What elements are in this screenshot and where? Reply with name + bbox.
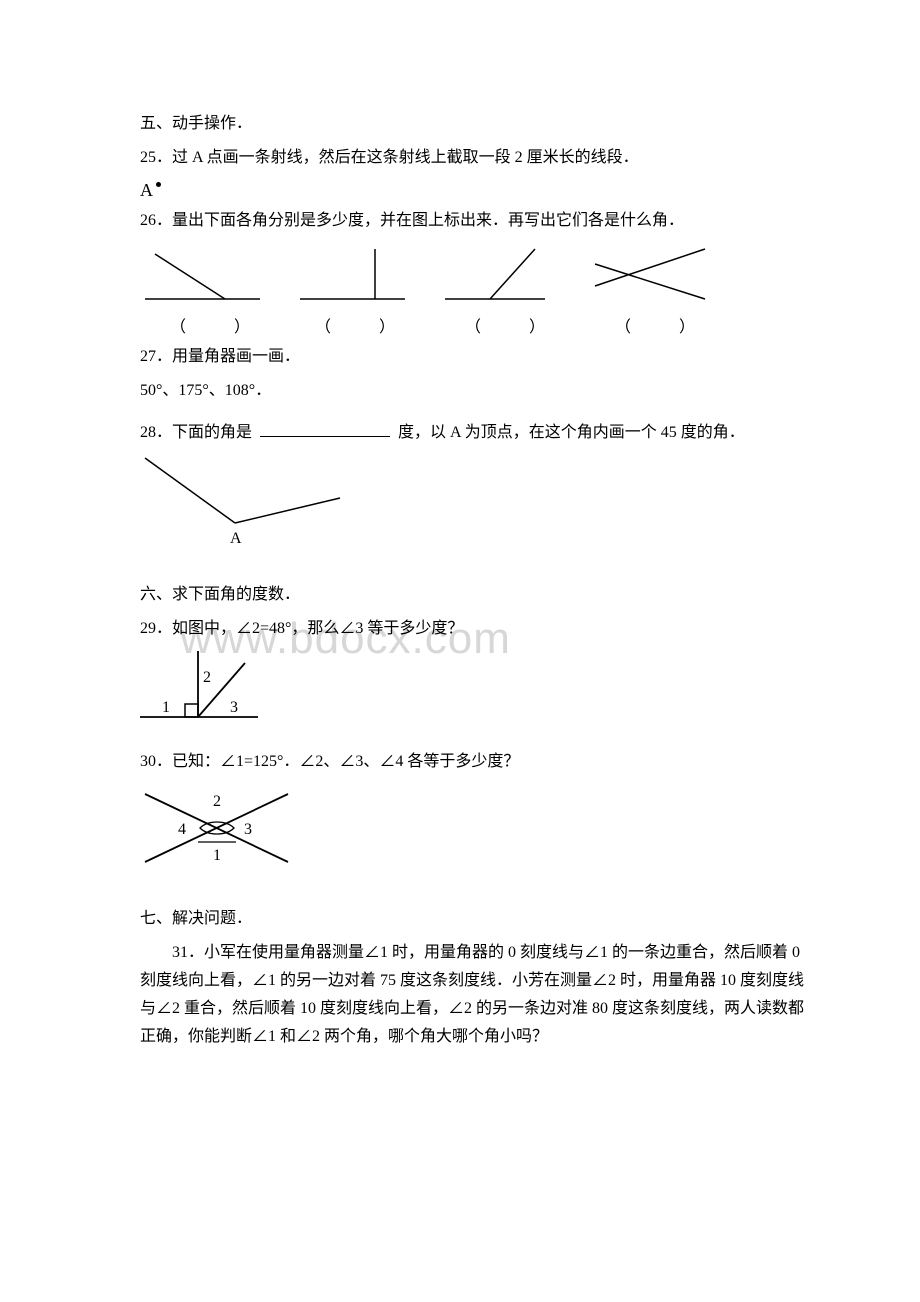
q30-figure: 2 3 1 4	[140, 782, 810, 877]
q28-figure: A	[140, 453, 810, 553]
q30-label-2: 2	[213, 793, 221, 810]
q29-label-2: 2	[203, 669, 211, 686]
q29-figure: 1 2 3	[140, 649, 810, 734]
q29-figure-svg: 1 2 3	[140, 649, 265, 729]
q28-text: 28．下面的角是 度，以 A 为顶点，在这个角内画一个 45 度的角．	[140, 419, 810, 447]
paren-3: （ ）	[430, 313, 580, 337]
point-a: A	[140, 180, 161, 201]
section6-heading: 六、求下面角的度数．	[140, 581, 810, 609]
q30-label-1: 1	[213, 847, 221, 864]
point-a-dot	[156, 182, 161, 187]
q29-label-3: 3	[230, 699, 238, 716]
q30-text: 30．已知：∠1=125°．∠2、∠3、∠4 各等于多少度？	[140, 748, 810, 776]
section7-heading: 七、解决问题．	[140, 905, 810, 933]
q28-figure-svg: A	[140, 453, 350, 548]
q27-text: 27．用量角器画一画．	[140, 343, 810, 371]
q29-text: 29．如图中，∠2=48°，那么∠3 等于多少度？	[140, 615, 810, 643]
q27-values: 50°、175°、108°．	[140, 377, 810, 405]
q28-part-b: 度，以 A 为顶点，在这个角内画一个 45 度的角．	[398, 424, 745, 441]
q29-label-1: 1	[162, 699, 170, 716]
q25-text: 25．过 A 点画一条射线，然后在这条射线上截取一段 2 厘米长的线段．	[140, 144, 810, 172]
q26-text: 26．量出下面各角分别是多少度，并在图上标出来．再写出它们各是什么角．	[140, 207, 810, 235]
q26-angles-svg	[140, 241, 740, 303]
q30-label-4: 4	[178, 821, 186, 838]
paren-1: （ ）	[140, 313, 280, 337]
page-content: 五、动手操作． 25．过 A 点画一条射线，然后在这条射线上截取一段 2 厘米长…	[140, 110, 810, 1051]
q30-label-3: 3	[244, 821, 252, 838]
q26-paren-row: （ ） （ ） （ ） （ ）	[140, 313, 810, 337]
q26-figures: （ ） （ ） （ ） （ ）	[140, 241, 810, 337]
paren-2: （ ）	[280, 313, 430, 337]
point-a-label: A	[140, 180, 153, 201]
q28-vertex-label: A	[230, 530, 242, 547]
q31-text: 31．小军在使用量角器测量∠1 时，用量角器的 0 刻度线与∠1 的一条边重合，…	[140, 939, 810, 1051]
q30-figure-svg: 2 3 1 4	[140, 782, 295, 872]
q28-blank	[260, 419, 390, 437]
q28-part-a: 28．下面的角是	[140, 424, 252, 441]
paren-4: （ ）	[580, 313, 730, 337]
section5-heading: 五、动手操作．	[140, 110, 810, 138]
